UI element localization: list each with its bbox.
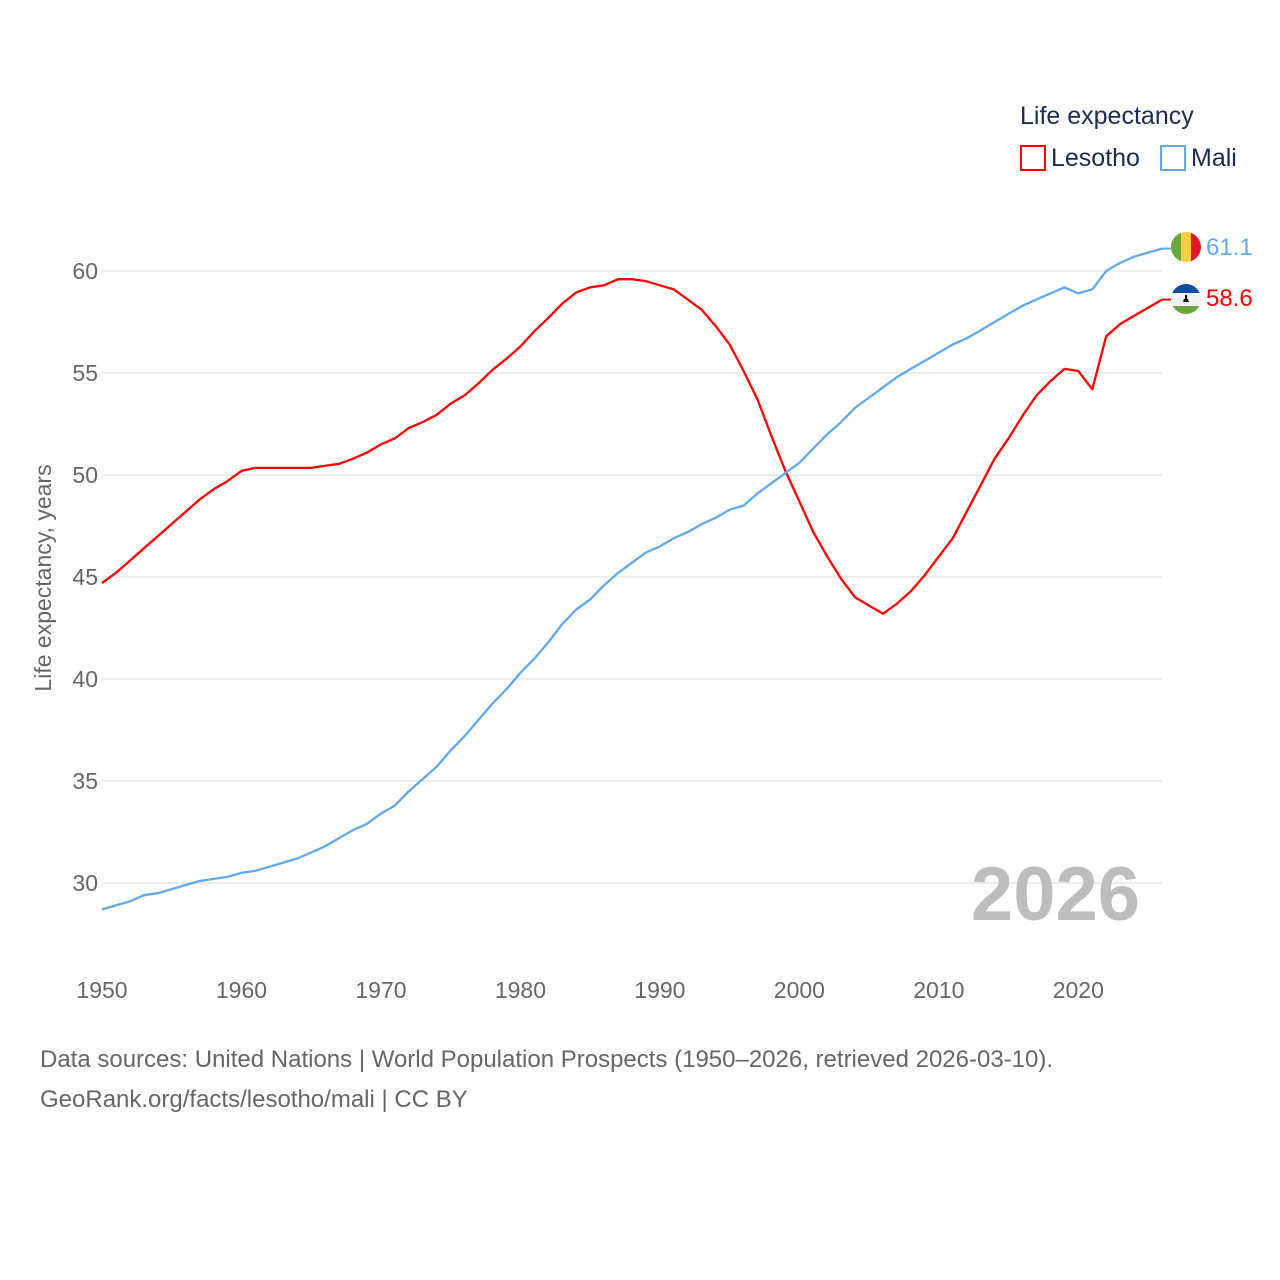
- x-tick-label: 1990: [634, 977, 685, 1003]
- series-line-lesotho[interactable]: [101, 278, 1163, 615]
- legend-item-mali[interactable]: Mali: [1160, 144, 1237, 172]
- x-tick-label: 1950: [76, 977, 127, 1003]
- lesotho-flag-icon: [1171, 284, 1201, 314]
- data-sources: Data sources: United Nations | World Pop…: [40, 1046, 1054, 1073]
- y-axis-label: Life expectancy, years: [30, 464, 56, 691]
- y-tick-label: 55: [72, 360, 98, 386]
- y-tick-label: 60: [72, 258, 98, 284]
- credit-link[interactable]: GeoRank.org/facts/lesotho/mali | CC BY: [40, 1086, 468, 1113]
- x-tick-label: 2000: [774, 977, 825, 1003]
- x-tick-label: 2010: [913, 977, 964, 1003]
- y-tick-label: 50: [72, 462, 98, 488]
- legend-swatch-lesotho: [1020, 145, 1046, 171]
- end-label-mali: 61.1: [1206, 234, 1253, 261]
- legend-item-lesotho[interactable]: Lesotho: [1020, 144, 1140, 172]
- legend-title: Life expectancy: [1020, 102, 1194, 130]
- x-tick-label: 1980: [495, 977, 546, 1003]
- series-line-mali[interactable]: [101, 247, 1163, 911]
- legend-label-mali: Mali: [1191, 144, 1237, 172]
- legend-swatch-mali: [1160, 145, 1186, 171]
- y-tick-label: 30: [72, 870, 98, 896]
- x-tick-label: 1960: [216, 977, 267, 1003]
- y-tick-label: 35: [72, 768, 98, 794]
- x-tick-label: 2020: [1053, 977, 1104, 1003]
- x-tick-label: 1970: [355, 977, 406, 1003]
- mali-flag-icon: [1171, 232, 1201, 262]
- legend-label-lesotho: Lesotho: [1051, 144, 1140, 172]
- y-tick-label: 40: [72, 666, 98, 692]
- end-label-lesotho: 58.6: [1206, 285, 1253, 312]
- y-tick-label: 45: [72, 564, 98, 590]
- year-watermark: 2026: [971, 852, 1140, 937]
